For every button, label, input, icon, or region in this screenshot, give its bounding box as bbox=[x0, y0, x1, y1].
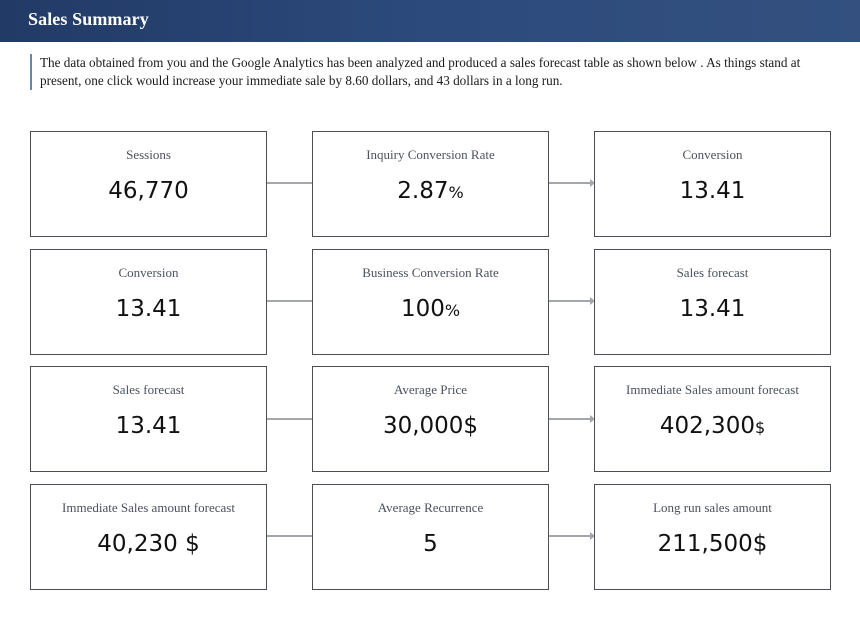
metric-value: 13.41 bbox=[679, 178, 746, 204]
metric-label: Long run sales amount bbox=[653, 500, 772, 515]
metric-value: 46,770 bbox=[108, 178, 189, 204]
connector-line bbox=[267, 418, 312, 420]
metric-box-conversion: Conversion 13.41 bbox=[594, 131, 831, 237]
metric-box-sales-forecast: Sales forecast 13.41 bbox=[30, 366, 267, 472]
metric-label: Immediate Sales amount forecast bbox=[626, 382, 799, 397]
metric-box-immediate-sales-forecast: Immediate Sales amount forecast 402,300$ bbox=[594, 366, 831, 472]
metric-value: 13.41 bbox=[679, 296, 746, 322]
connector-line bbox=[267, 182, 312, 184]
metric-box-average-recurrence: Average Recurrence 5 bbox=[312, 484, 549, 590]
metric-value: 211,500$ bbox=[657, 531, 768, 557]
connector-arrow bbox=[549, 179, 595, 187]
metric-label: Immediate Sales amount forecast bbox=[62, 500, 235, 515]
metric-label: Conversion bbox=[118, 265, 179, 280]
metric-box-conversion: Conversion 13.41 bbox=[30, 249, 267, 355]
intro-paragraph: The data obtained from you and the Googl… bbox=[30, 54, 830, 90]
metric-label: Sessions bbox=[126, 147, 171, 162]
metric-value: 40,230 $ bbox=[97, 531, 200, 557]
metric-label: Inquiry Conversion Rate bbox=[366, 147, 495, 162]
connector-line bbox=[267, 535, 312, 537]
page-title: Sales Summary bbox=[28, 9, 149, 29]
metric-label: Sales forecast bbox=[112, 382, 185, 397]
metric-label: Conversion bbox=[682, 147, 743, 162]
connector-arrow bbox=[549, 415, 595, 423]
metric-value: 30,000$ bbox=[382, 413, 479, 439]
metric-value: 2.87% bbox=[397, 178, 464, 204]
metric-label: Sales forecast bbox=[676, 265, 749, 280]
metric-box-average-price: Average Price 30,000$ bbox=[312, 366, 549, 472]
metric-box-inquiry-conversion-rate: Inquiry Conversion Rate 2.87% bbox=[312, 131, 549, 237]
metric-box-sales-forecast: Sales forecast 13.41 bbox=[594, 249, 831, 355]
metric-box-sessions: Sessions 46,770 bbox=[30, 131, 267, 237]
metric-box-business-conversion-rate: Business Conversion Rate 100% bbox=[312, 249, 549, 355]
connector-line bbox=[267, 300, 312, 302]
metric-label: Average Price bbox=[393, 382, 468, 397]
metric-value: 402,300$ bbox=[659, 413, 766, 439]
metric-label: Average Recurrence bbox=[377, 500, 484, 515]
metric-value: 13.41 bbox=[115, 413, 182, 439]
metric-value: 5 bbox=[423, 531, 438, 557]
metric-value: 13.41 bbox=[115, 296, 182, 322]
metric-box-long-run-sales: Long run sales amount 211,500$ bbox=[594, 484, 831, 590]
metric-box-immediate-sales-forecast: Immediate Sales amount forecast 40,230 $ bbox=[30, 484, 267, 590]
connector-arrow bbox=[549, 532, 595, 540]
metric-value: 100% bbox=[400, 296, 461, 322]
metric-label: Business Conversion Rate bbox=[362, 265, 499, 280]
header-bar: Sales Summary bbox=[0, 0, 860, 42]
connector-arrow bbox=[549, 297, 595, 305]
